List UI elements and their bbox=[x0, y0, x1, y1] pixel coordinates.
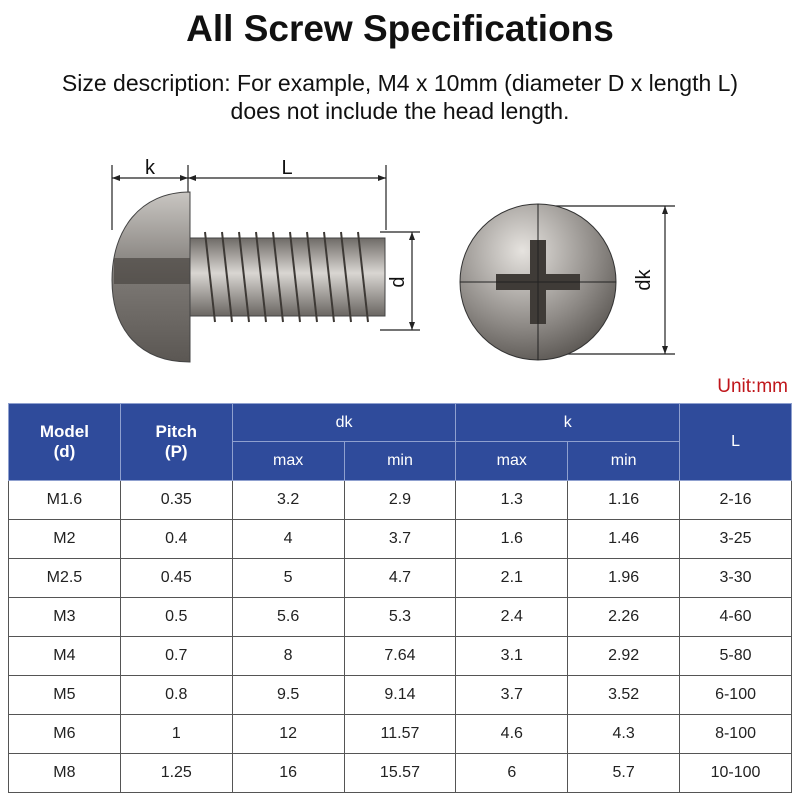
table-cell: 5.3 bbox=[343, 597, 457, 637]
table-cell: 8-100 bbox=[679, 714, 792, 754]
table-cell: 6 bbox=[455, 753, 569, 793]
description-line: Size description: For example, M4 x 10mm… bbox=[61, 70, 739, 96]
table-cell: 6-100 bbox=[679, 675, 792, 715]
table-cell: M2 bbox=[8, 519, 121, 559]
table-cell: 0.8 bbox=[119, 675, 233, 715]
table-cell: 5.6 bbox=[231, 597, 345, 637]
header-line: (P) bbox=[164, 442, 188, 461]
table-cell: 9.5 bbox=[231, 675, 345, 715]
table-cell: 2-16 bbox=[679, 480, 792, 520]
header-line: (d) bbox=[53, 442, 76, 461]
table-cell: 3-25 bbox=[679, 519, 792, 559]
header-sub: max bbox=[231, 441, 345, 481]
table-cell: 3.52 bbox=[567, 675, 681, 715]
header-line: Pitch bbox=[155, 422, 198, 441]
table-cell: M6 bbox=[8, 714, 121, 754]
table-cell: 1.3 bbox=[455, 480, 569, 520]
table-row: M5 0.8 9.5 9.14 3.7 3.52 6-100 bbox=[8, 675, 792, 715]
table-cell: M2.5 bbox=[8, 558, 121, 598]
header-model: Model (d) bbox=[8, 403, 121, 481]
table-cell: 0.5 bbox=[119, 597, 233, 637]
spec-table: Model (d) Pitch (P) dk k L max min max min… bbox=[8, 403, 792, 793]
table-cell: 16 bbox=[231, 753, 345, 793]
table-cell: 2.4 bbox=[455, 597, 569, 637]
screw-diagram: k L d dk bbox=[111, 157, 675, 363]
table-cell: 2.1 bbox=[455, 558, 569, 598]
header-sub: min bbox=[567, 441, 681, 481]
table-row: M1.6 0.35 3.2 2.9 1.3 1.16 2-16 bbox=[8, 480, 792, 520]
table-cell: 0.45 bbox=[119, 558, 233, 598]
table-cell: 4 bbox=[231, 519, 345, 559]
table-cell: M1.6 bbox=[8, 480, 121, 520]
table-cell: 4.7 bbox=[343, 558, 457, 598]
table-body: M1.6 0.35 3.2 2.9 1.3 1.16 2-16 M2 0.4 4 3.7 1.6 1.4… bbox=[8, 480, 792, 793]
header-dk: dk bbox=[231, 403, 457, 442]
table-row: M2.5 0.45 5 4.7 2.1 1.96 3-30 bbox=[8, 558, 792, 598]
header-L: L bbox=[679, 403, 792, 481]
table-cell: 1.96 bbox=[567, 558, 681, 598]
title: All Screw Specifications bbox=[186, 8, 614, 49]
table-cell: 3.1 bbox=[455, 636, 569, 676]
table-row: M6 1 12 11.57 4.6 4.3 8-100 bbox=[8, 714, 792, 754]
screw-shank bbox=[189, 237, 386, 317]
table-cell: 1 bbox=[119, 714, 233, 754]
label-k: k bbox=[145, 157, 156, 179]
table-row: M2 0.4 4 3.7 1.6 1.46 3-25 bbox=[8, 519, 792, 559]
table-cell: 3-30 bbox=[679, 558, 792, 598]
table-cell: 4.6 bbox=[455, 714, 569, 754]
header-sub: min bbox=[343, 441, 457, 481]
description-line: does not include the head length. bbox=[230, 98, 570, 124]
table-cell: M3 bbox=[8, 597, 121, 637]
table-row: M8 1.25 16 15.57 6 5.7 10-100 bbox=[8, 753, 792, 793]
table-cell: 4-60 bbox=[679, 597, 792, 637]
unit-label: Unit:mm bbox=[717, 376, 788, 397]
table-cell: 0.35 bbox=[119, 480, 233, 520]
table-cell: 3.2 bbox=[231, 480, 345, 520]
table-cell: 5.7 bbox=[567, 753, 681, 793]
table-cell: 5 bbox=[231, 558, 345, 598]
table-row: M3 0.5 5.6 5.3 2.4 2.26 4-60 bbox=[8, 597, 792, 637]
arrows bbox=[112, 175, 668, 354]
table-cell: 3.7 bbox=[455, 675, 569, 715]
table-cell: 1.25 bbox=[119, 753, 233, 793]
table-cell: 7.64 bbox=[343, 636, 457, 676]
center-lines bbox=[460, 204, 616, 360]
table-cell: 1.46 bbox=[567, 519, 681, 559]
table-cell: 1.16 bbox=[567, 480, 681, 520]
table-cell: 1.6 bbox=[455, 519, 569, 559]
table-cell: 0.4 bbox=[119, 519, 233, 559]
head-slot bbox=[114, 258, 190, 284]
table-cell: 15.57 bbox=[343, 753, 457, 793]
label-L: L bbox=[281, 157, 292, 179]
table-cell: 4.3 bbox=[567, 714, 681, 754]
header-line: Model bbox=[39, 422, 89, 441]
header-pitch: Pitch (P) bbox=[119, 403, 233, 481]
table-cell: 3.7 bbox=[343, 519, 457, 559]
table-cell: M4 bbox=[8, 636, 121, 676]
table-cell: M8 bbox=[8, 753, 121, 793]
dimension-lines bbox=[111, 165, 675, 355]
table-cell: 2.26 bbox=[567, 597, 681, 637]
table-cell: 10-100 bbox=[679, 753, 792, 793]
table-cell: 9.14 bbox=[343, 675, 457, 715]
table-row: M4 0.7 8 7.64 3.1 2.92 5-80 bbox=[8, 636, 792, 676]
table-cell: 2.9 bbox=[343, 480, 457, 520]
header-sub: max bbox=[455, 441, 569, 481]
label-dk: dk bbox=[633, 268, 655, 290]
header-k: k bbox=[455, 403, 681, 442]
label-d: d bbox=[387, 276, 409, 287]
table-cell: 11.57 bbox=[343, 714, 457, 754]
table-cell: 0.7 bbox=[119, 636, 233, 676]
threads bbox=[204, 231, 369, 323]
table-cell: M5 bbox=[8, 675, 121, 715]
table-cell: 5-80 bbox=[679, 636, 792, 676]
table-cell: 12 bbox=[231, 714, 345, 754]
table-cell: 2.92 bbox=[567, 636, 681, 676]
table-cell: 8 bbox=[231, 636, 345, 676]
